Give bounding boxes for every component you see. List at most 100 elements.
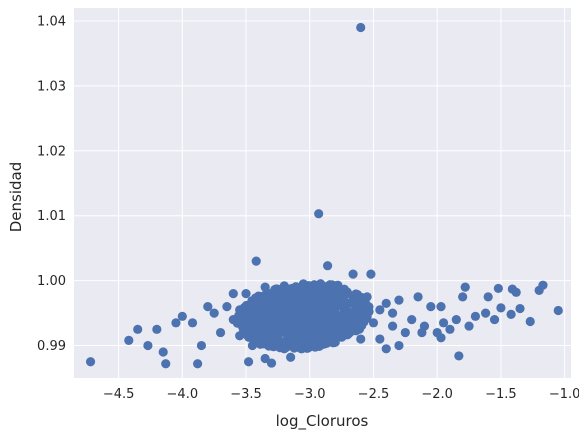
data-point-87 [337, 301, 347, 312]
data-point-32 [506, 309, 516, 319]
data-point-34 [489, 314, 500, 325]
data-point-28 [538, 280, 548, 290]
data-point-0 [356, 22, 366, 33]
cluster-point [242, 316, 252, 326]
data-point-21 [458, 292, 468, 302]
data-point-24 [493, 283, 503, 294]
x-tick-label-7: −1.0 [549, 387, 579, 402]
data-point-67 [209, 308, 219, 318]
cluster-point [318, 298, 329, 309]
data-point-66 [203, 301, 213, 312]
data-point-33 [496, 303, 506, 313]
cluster-point [297, 286, 307, 296]
y-tick-label-4: 1.03 [37, 79, 66, 94]
cluster-point [304, 285, 314, 295]
data-point-71 [235, 331, 245, 341]
data-point-59 [158, 347, 168, 357]
x-axis-label: log_Cloruros [276, 412, 369, 431]
data-point-29 [553, 305, 563, 316]
data-point-69 [222, 301, 232, 312]
data-point-94 [292, 298, 302, 308]
data-point-74 [254, 321, 264, 331]
data-point-63 [187, 318, 198, 328]
data-point-30 [525, 316, 535, 327]
data-point-99 [254, 308, 264, 318]
data-point-45 [387, 321, 398, 331]
data-point-39 [445, 324, 455, 334]
y-tick-label-0: 0.99 [37, 339, 66, 354]
data-point-81 [298, 324, 308, 334]
data-point-51 [417, 327, 427, 338]
cluster-point [356, 320, 366, 330]
data-point-20 [436, 301, 446, 312]
data-point-7 [279, 281, 289, 291]
data-point-35 [481, 308, 491, 318]
data-point-61 [171, 318, 181, 328]
data-point-1 [314, 209, 324, 219]
data-point-96 [330, 308, 340, 318]
data-point-22 [460, 282, 470, 292]
data-point-102 [387, 308, 398, 318]
data-point-70 [228, 314, 238, 325]
y-axis-label: Densidad [7, 162, 25, 233]
data-point-60 [161, 359, 171, 369]
data-point-26 [511, 287, 521, 297]
data-point-43 [407, 314, 417, 325]
cluster-point [266, 314, 276, 324]
cluster-point [273, 334, 283, 344]
data-point-53 [381, 344, 391, 354]
data-point-89 [349, 308, 359, 318]
cluster-point [314, 341, 324, 352]
y-tick-label-2: 1.01 [37, 209, 66, 224]
data-point-93 [247, 298, 258, 308]
data-point-86 [330, 337, 340, 347]
data-point-88 [343, 321, 353, 331]
data-point-11 [266, 295, 277, 305]
x-tick-label-5: −2.0 [421, 387, 453, 402]
data-point-31 [515, 303, 525, 314]
x-tick-label-0: −4.5 [103, 387, 135, 402]
cluster-point [270, 284, 280, 295]
data-point-101 [375, 305, 385, 315]
data-point-17 [394, 295, 404, 305]
data-point-15 [362, 292, 372, 302]
x-tick-label-1: −4.0 [167, 387, 199, 402]
cluster-point [247, 328, 257, 338]
data-point-92 [228, 289, 238, 299]
data-point-64 [193, 359, 203, 369]
data-points [85, 22, 563, 369]
data-point-36 [470, 311, 481, 321]
data-point-37 [464, 321, 474, 331]
data-point-12 [286, 292, 296, 302]
data-point-68 [215, 327, 226, 338]
y-tick-label-5: 1.04 [37, 14, 66, 29]
data-point-49 [454, 351, 464, 361]
data-point-19 [426, 301, 436, 312]
data-point-80 [292, 334, 302, 344]
data-point-73 [247, 340, 258, 351]
cluster-point [264, 305, 274, 315]
data-point-57 [143, 340, 153, 351]
data-point-10 [241, 289, 251, 299]
x-tick-label-2: −3.5 [230, 387, 262, 402]
data-point-38 [451, 314, 461, 325]
data-point-13 [311, 285, 321, 295]
cluster-point [351, 289, 361, 299]
cluster-point [310, 296, 320, 306]
data-point-50 [436, 333, 446, 343]
data-point-97 [305, 308, 315, 318]
data-point-95 [324, 292, 334, 302]
data-point-79 [286, 352, 296, 362]
x-tick-labels: −4.5 −4.0 −3.5 −3.0 −2.5 −2.0 −1.5 −1.0 [103, 387, 579, 402]
data-point-75 [260, 353, 270, 364]
data-point-98 [279, 311, 289, 321]
data-point-72 [243, 357, 254, 367]
data-point-52 [394, 340, 404, 351]
data-point-14 [343, 289, 353, 299]
data-point-100 [235, 305, 245, 315]
data-point-16 [381, 298, 391, 308]
data-point-82 [305, 337, 315, 347]
data-point-83 [311, 321, 321, 331]
data-point-47 [368, 318, 379, 328]
data-point-76 [266, 358, 277, 368]
